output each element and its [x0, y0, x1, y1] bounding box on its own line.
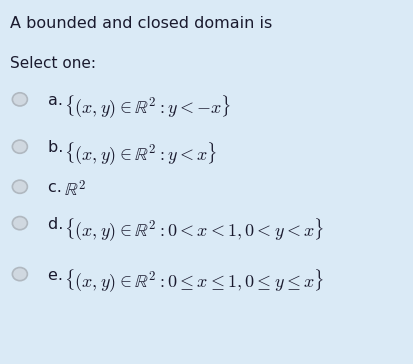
Text: e.: e. [47, 268, 68, 282]
Text: b.: b. [47, 140, 68, 155]
Circle shape [12, 180, 27, 193]
Circle shape [12, 268, 27, 281]
Circle shape [12, 140, 27, 153]
Circle shape [12, 93, 27, 106]
Text: A bounded and closed domain is: A bounded and closed domain is [10, 16, 272, 31]
Text: $\{(x,y) \in \mathbb{R}^2 : y < x\}$: $\{(x,y) \in \mathbb{R}^2 : y < x\}$ [64, 140, 217, 167]
Text: $\mathbb{R}^2$: $\mathbb{R}^2$ [64, 180, 86, 201]
Text: Select one:: Select one: [10, 56, 96, 71]
Text: $\{(x,y) \in \mathbb{R}^2 : 0 \leq x \leq 1, 0 \leq y \leq x\}$: $\{(x,y) \in \mathbb{R}^2 : 0 \leq x \le… [64, 268, 323, 294]
Text: a.: a. [47, 93, 68, 108]
Text: $\{(x,y) \in \mathbb{R}^2 : 0 < x < 1, 0 < y < x\}$: $\{(x,y) \in \mathbb{R}^2 : 0 < x < 1, 0… [64, 217, 323, 243]
Circle shape [12, 217, 27, 230]
Text: $\{(x,y) \in \mathbb{R}^2 : y < -x\}$: $\{(x,y) \in \mathbb{R}^2 : y < -x\}$ [64, 93, 231, 119]
Text: c.: c. [47, 180, 66, 195]
Text: d.: d. [47, 217, 68, 232]
